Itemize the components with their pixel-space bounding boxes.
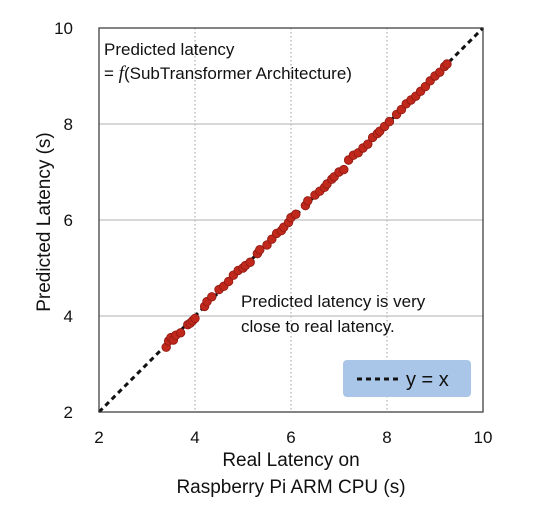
annotation-top-rest: (SubTransformer Architecture) (124, 64, 352, 83)
data-point-50 (384, 116, 395, 127)
annotation-mid-line1: Predicted latency is very (241, 292, 426, 311)
legend-label: y = x (406, 369, 449, 391)
y-tick-label-3: 8 (64, 115, 73, 134)
x-tick-label-0: 2 (94, 428, 103, 447)
data-point-62 (442, 59, 452, 69)
data-point-22 (255, 245, 265, 255)
legend-box (343, 360, 471, 397)
x-axis-label-line2: Raspberry Pi ARM CPU (s) (176, 477, 405, 498)
legend: y = x (343, 360, 471, 397)
annotation-mid-line2: close to real latency. (241, 317, 395, 336)
data-point-15 (223, 276, 234, 287)
y-tick-label-4: 10 (54, 19, 73, 38)
data-point-12 (207, 292, 217, 302)
x-axis-label-line1: Real Latency on (222, 450, 359, 471)
data-point-20 (245, 257, 255, 267)
plot-frame (98, 27, 484, 413)
x-tick-labels: 2 4 6 8 10 (94, 428, 492, 447)
x-tick-label-1: 4 (190, 428, 199, 447)
x-tick-label-4: 10 (474, 428, 493, 447)
data-point-5 (175, 328, 186, 338)
annotation-top-line2: = f(SubTransformer Architecture) (104, 63, 352, 84)
y-tick-label-2: 6 (64, 211, 73, 230)
x-tick-label-3: 8 (382, 428, 391, 447)
data-point-30 (291, 209, 301, 219)
data-points (161, 59, 452, 352)
y-tick-label-1: 4 (64, 307, 73, 326)
data-point-9 (190, 313, 200, 324)
data-point-40 (339, 164, 349, 175)
y-tick-label-0: 2 (64, 403, 73, 422)
annotation-top-eq: = (104, 64, 119, 83)
y-axis-label: Predicted Latency (s) (34, 132, 55, 312)
data-point-32 (303, 196, 313, 206)
y-tick-labels: 2 4 6 8 10 (54, 19, 73, 422)
x-tick-label-2: 6 (286, 428, 295, 447)
annotation-top-line1: Predicted latency (104, 40, 235, 59)
data-point-45 (363, 139, 373, 149)
annotation-top-f: f (119, 63, 127, 84)
